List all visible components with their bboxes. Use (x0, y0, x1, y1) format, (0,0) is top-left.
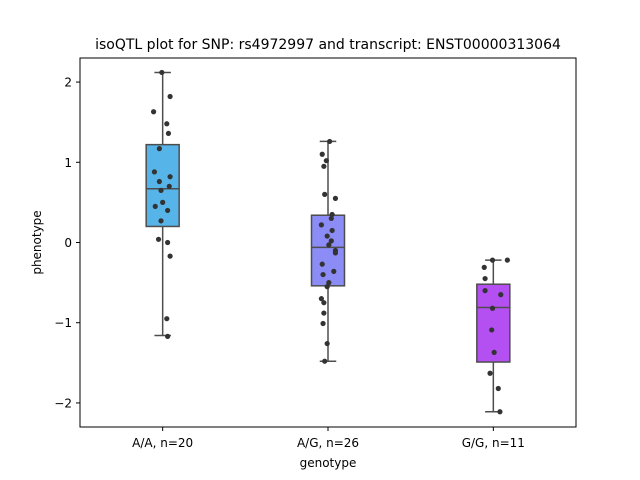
data-point (495, 385, 501, 392)
data-point (167, 174, 173, 180)
box-group-2 (310, 140, 346, 362)
y-tick-label: 0 (64, 236, 72, 250)
y-tick-label: 1 (64, 156, 72, 170)
x-axis-label: genotype (300, 456, 357, 470)
data-point (165, 130, 172, 137)
data-point (167, 253, 173, 259)
points-group-3 (481, 257, 510, 415)
chart-title: isoQTL plot for SNP: rs4972997 and trans… (95, 37, 561, 53)
data-point (321, 310, 327, 316)
data-point (328, 238, 334, 244)
data-point (152, 203, 158, 210)
data-point (331, 268, 337, 274)
data-point (332, 250, 339, 256)
data-point (489, 257, 496, 263)
box-group-1 (145, 71, 180, 337)
data-point (160, 199, 166, 205)
data-point (489, 327, 495, 333)
points-group-1 (150, 69, 173, 339)
data-point (164, 316, 170, 322)
data-point (482, 275, 488, 282)
data-point (166, 183, 172, 189)
data-point (326, 280, 332, 286)
data-point (497, 409, 503, 415)
x-tick-label: G/G, n=11 (462, 436, 525, 450)
data-point (491, 349, 497, 355)
data-point (328, 215, 334, 222)
data-point (151, 169, 158, 175)
data-point (322, 358, 328, 364)
data-point (323, 158, 329, 164)
data-point (150, 109, 157, 115)
data-point (158, 218, 164, 224)
box (145, 143, 180, 228)
data-point (329, 211, 335, 218)
data-point (324, 233, 330, 239)
data-point (481, 264, 487, 270)
data-point (320, 271, 326, 278)
data-point (164, 121, 170, 127)
data-point (489, 305, 496, 311)
data-point (329, 227, 335, 234)
y-axis-label: phenotype (30, 210, 44, 274)
data-point (327, 138, 333, 145)
box-group-3 (476, 259, 511, 413)
data-point (321, 300, 327, 306)
data-point (320, 320, 326, 327)
y-tick-label: −1 (54, 316, 72, 330)
data-point (326, 242, 332, 248)
data-point (324, 340, 330, 347)
data-point (321, 163, 327, 169)
data-point (318, 296, 324, 302)
data-point (319, 261, 325, 267)
data-point (155, 236, 162, 242)
data-point (165, 333, 171, 339)
x-tick-label: A/G, n=26 (297, 436, 359, 450)
data-point (318, 222, 324, 228)
data-point (159, 69, 165, 76)
data-point (156, 146, 162, 152)
data-point (324, 284, 330, 290)
box (310, 214, 346, 287)
points-group-2 (318, 138, 339, 364)
x-tick-label: A/A, n=20 (132, 436, 193, 450)
x-axis: A/A, n=20 A/G, n=26 G/G, n=11 (132, 427, 525, 450)
data-point (487, 370, 493, 376)
y-tick-label: 2 (64, 76, 72, 90)
data-point (156, 178, 162, 185)
box (476, 283, 511, 363)
plot-area (145, 69, 511, 415)
data-point (319, 151, 325, 157)
data-point (165, 239, 171, 246)
data-point (158, 187, 164, 193)
data-point (504, 257, 510, 263)
data-point (322, 191, 328, 197)
data-point (165, 207, 171, 214)
y-axis: −2 −1 0 1 2 (54, 76, 80, 410)
data-point (482, 288, 488, 294)
data-point (498, 292, 504, 298)
y-tick-label: −2 (54, 396, 72, 410)
data-point (167, 93, 173, 100)
data-point (332, 195, 339, 201)
